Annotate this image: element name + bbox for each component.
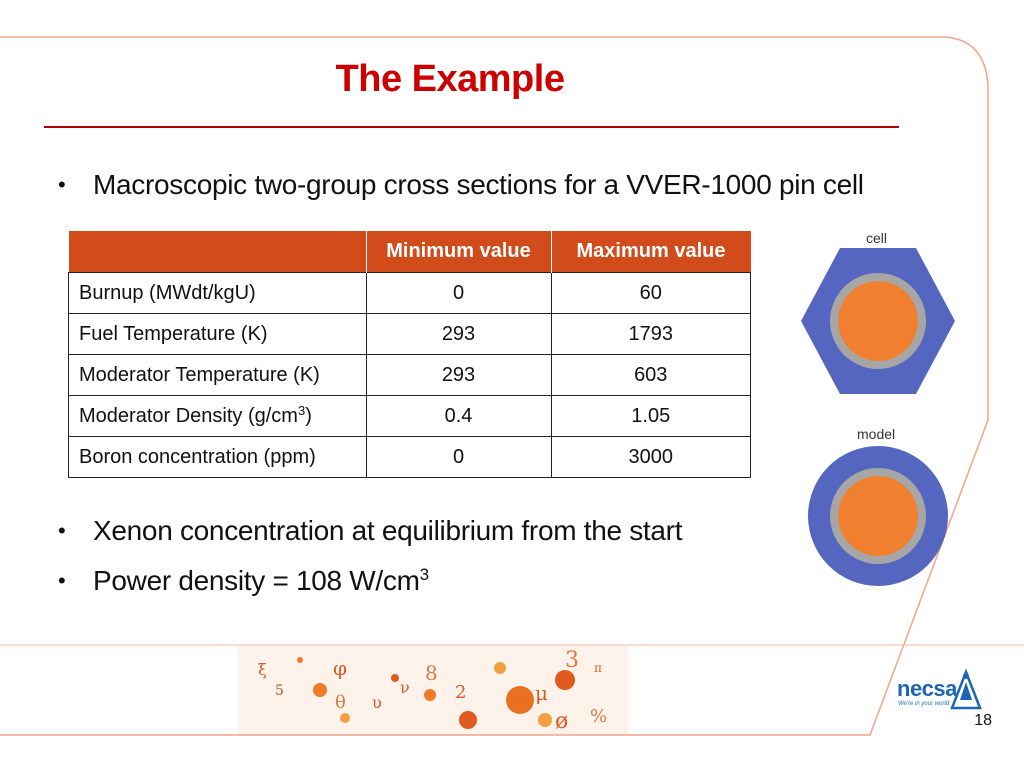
- table-header-row: Minimum value Maximum value: [68, 231, 751, 273]
- max-value: 1.05: [550, 395, 751, 437]
- row-label: Moderator Temperature (K): [68, 354, 367, 396]
- cross-section-table: Minimum value Maximum value Burnup (MWdt…: [68, 231, 751, 478]
- svg-text:2: 2: [455, 682, 466, 703]
- bullet-superscript: 3: [419, 565, 429, 584]
- row-label-superscript: 3: [297, 402, 306, 418]
- svg-text:ν: ν: [400, 678, 410, 697]
- svg-text:5: 5: [275, 683, 284, 699]
- necsa-logo-tagline: We're in your world: [898, 701, 950, 707]
- bullet-text: Macroscopic two-group cross sections for…: [93, 169, 864, 200]
- bullet-dot: •: [58, 568, 66, 593]
- necsa-logo-icon: [950, 668, 982, 710]
- svg-text:φ: φ: [333, 656, 347, 680]
- table-row: Moderator Temperature (K) 293 603: [68, 354, 751, 396]
- svg-text:μ: μ: [535, 681, 548, 705]
- row-label-text: Fuel Temperature (K): [79, 322, 268, 345]
- row-label-text: Burnup (MWdt/kgU): [79, 281, 256, 304]
- pin-cell-figure: [801, 248, 955, 394]
- title-divider: [44, 126, 899, 128]
- svg-text:θ: θ: [335, 692, 346, 713]
- svg-text:%: %: [590, 706, 607, 727]
- min-value: 293: [365, 313, 552, 355]
- decorative-symbols: ξ 5 φ θ υ ν 8 2 μ ø 3 π %: [238, 646, 628, 734]
- bullet-dot: •: [58, 172, 66, 197]
- table-row: Moderator Density (g/cm3) 0.4 1.05: [68, 395, 751, 437]
- model-label: model: [857, 426, 896, 442]
- table-header-min: Minimum value: [365, 231, 551, 273]
- table-header-max: Maximum value: [550, 231, 751, 273]
- pin-model-figure: [808, 446, 948, 586]
- row-label: Fuel Temperature (K): [68, 313, 367, 355]
- necsa-logo-text: necsa: [897, 676, 957, 701]
- max-value: 603: [550, 354, 751, 396]
- slide-title: The Example: [335, 58, 565, 100]
- min-value: 0.4: [365, 395, 552, 437]
- bullet-text: Xenon concentration at equilibrium from …: [93, 515, 683, 546]
- table-row: Boron concentration (ppm) 0 3000: [68, 436, 751, 478]
- svg-text:3: 3: [565, 648, 579, 673]
- page-number: 18: [974, 712, 992, 729]
- bullet-text: Power density = 108 W/cm: [93, 565, 420, 596]
- table-row: Fuel Temperature (K) 293 1793: [68, 313, 751, 355]
- frame-line: [0, 36, 989, 736]
- svg-text:ξ: ξ: [258, 660, 267, 679]
- svg-text:π: π: [594, 661, 602, 675]
- row-label-tail: ): [305, 404, 312, 427]
- row-label-text: Moderator Temperature (K): [79, 363, 320, 386]
- row-label: Burnup (MWdt/kgU): [68, 272, 367, 314]
- max-value: 1793: [550, 313, 751, 355]
- min-value: 0: [365, 436, 552, 478]
- cell-label: cell: [866, 230, 888, 246]
- row-label: Moderator Density (g/cm3): [68, 395, 367, 437]
- max-value: 60: [550, 272, 751, 314]
- bullet-power-density: • Power density = 108 W/cm3: [58, 565, 429, 597]
- svg-text:ø: ø: [555, 709, 568, 734]
- min-value: 293: [365, 354, 552, 396]
- row-label: Boron concentration (ppm): [68, 436, 367, 478]
- row-label-text: Boron concentration (ppm): [79, 445, 316, 468]
- bullet-cross-sections: • Macroscopic two-group cross sections fo…: [58, 169, 864, 201]
- svg-text:υ: υ: [372, 693, 382, 712]
- row-label-text: Moderator Density (g/cm: [79, 404, 298, 427]
- bullet-dot: •: [58, 518, 66, 543]
- min-value: 0: [365, 272, 552, 314]
- table-header-blank: [68, 231, 366, 273]
- table-row: Burnup (MWdt/kgU) 0 60: [68, 272, 751, 314]
- svg-text:8: 8: [425, 661, 438, 685]
- max-value: 3000: [550, 436, 751, 478]
- bullet-xenon: • Xenon concentration at equilibrium from…: [58, 515, 682, 547]
